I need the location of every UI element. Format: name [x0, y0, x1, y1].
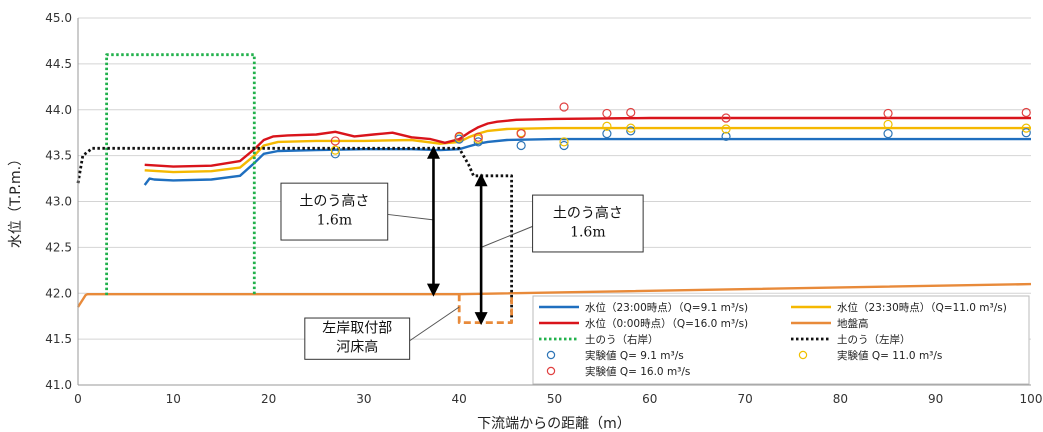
y-tick-label: 42.0 — [45, 286, 72, 300]
x-tick-label: 0 — [74, 392, 82, 406]
scatter-point-2 — [473, 132, 483, 142]
scatter-point-0 — [559, 140, 569, 151]
scatter-point-1 — [602, 121, 612, 131]
scatter-point-0 — [602, 129, 612, 139]
scatter-point-2 — [626, 107, 636, 118]
scatter-point-0 — [1021, 128, 1031, 138]
legend-label-2: 水位（0:00時点）（Q=16.0 m³/s) — [585, 317, 748, 330]
scatter-point-1 — [626, 123, 636, 133]
x-tick-label: 20 — [261, 392, 276, 406]
legend-box — [532, 295, 1030, 385]
annotation-text-0-0: 土のう高さ — [299, 193, 369, 210]
series-line-6 — [457, 294, 514, 325]
annotation-text-2-0: 左岸取付部 — [322, 321, 392, 337]
annotation-leader-2 — [409, 306, 460, 342]
scatter-point-1 — [1021, 123, 1031, 133]
scatter-point-2 — [602, 108, 612, 119]
y-tick-label: 41.0 — [45, 378, 72, 392]
scatter-point-2 — [1021, 107, 1031, 118]
y-tick-label: 45.0 — [45, 11, 72, 25]
scatter-layer — [330, 102, 1031, 159]
legend-label-0: 水位（23:00時点）（Q=9.1 m³/s) — [585, 301, 748, 314]
legend-swatch-8 — [546, 366, 556, 376]
scatter-point-0 — [883, 129, 893, 139]
series-line-4 — [105, 53, 256, 296]
y-tick-label: 44.0 — [45, 103, 72, 117]
annotation-text-2-1: 河床高 — [336, 339, 378, 356]
annotation-text-1-1: 1.6m — [570, 225, 606, 241]
legend-swatch-6 — [546, 350, 556, 360]
y-axis-title: 水位（T.P.m.） — [8, 152, 24, 248]
scatter-point-2 — [883, 108, 893, 119]
legend-label-1: 水位（23:30時点）（Q=11.0 m³/s) — [837, 301, 1007, 314]
scatter-point-2 — [330, 136, 340, 146]
x-tick-label: 50 — [547, 392, 562, 406]
series-line-2 — [144, 116, 1031, 168]
legend-label-4: 土のう（右岸） — [585, 333, 659, 346]
scatter-point-1 — [330, 145, 340, 155]
annotation-text-1-0: 土のう高さ — [553, 205, 623, 222]
scatter-point-2 — [454, 131, 464, 141]
scatter-point-2 — [559, 102, 569, 112]
series-layer — [76, 53, 1032, 325]
scatter-point-0 — [721, 131, 731, 141]
series-line-3 — [76, 282, 1032, 308]
scatter-point-1 — [883, 119, 893, 130]
x-tick-label: 30 — [356, 392, 371, 406]
scatter-point-1 — [721, 124, 731, 134]
annotation-box-0 — [280, 182, 389, 241]
legend-label-7: 実験値 Q= 11.0 m³/s — [837, 349, 942, 362]
series-line-5 — [76, 146, 514, 321]
scatter-point-0 — [330, 149, 340, 159]
legend-label-6: 実験値 Q= 9.1 m³/s — [585, 349, 684, 362]
x-tick-label: 70 — [737, 392, 752, 406]
x-tick-label: 60 — [642, 392, 657, 406]
x-tick-label: 90 — [928, 392, 943, 406]
y-tick-label: 42.5 — [45, 240, 72, 254]
series-line-0 — [143, 137, 1031, 186]
annotation-box-2 — [304, 317, 411, 360]
legend-label-3: 地盤高 — [837, 317, 869, 330]
annotation-leader-1 — [480, 225, 533, 248]
x-tick-label: 40 — [452, 392, 467, 406]
scatter-point-0 — [626, 126, 636, 136]
legend-label-8: 実験値 Q= 16.0 m³/s — [585, 365, 690, 378]
scatter-point-0 — [473, 137, 483, 147]
legend-label-5: 土のう（左岸） — [837, 333, 911, 346]
y-tick-label: 43.0 — [45, 195, 72, 209]
x-axis-title: 下流端からの距離（m） — [477, 415, 631, 432]
x-tick-label: 80 — [833, 392, 848, 406]
annotation-box-1 — [532, 194, 644, 253]
scatter-point-0 — [516, 140, 526, 151]
annotation-leader-0 — [387, 213, 434, 221]
scatter-point-2 — [516, 129, 526, 139]
y-tick-label: 41.5 — [45, 332, 72, 346]
scatter-point-1 — [559, 137, 569, 147]
scatter-point-2 — [721, 113, 731, 123]
annotation-text-0-1: 1.6m — [317, 213, 353, 229]
y-tick-label: 43.5 — [45, 149, 72, 163]
y-tick-label: 44.5 — [45, 57, 72, 71]
legend-layer: 水位（23:00時点）（Q=9.1 m³/s) 水位（23:30時点）（Q=11.… — [532, 295, 1030, 385]
x-tick-label: 10 — [166, 392, 181, 406]
x-tick-label: 100 — [1020, 392, 1043, 406]
legend-swatch-7 — [798, 350, 808, 360]
axis-layer: 41.0 41.5 42.0 42.5 43.0 43.5 44.0 44.5 45.0 0 10 2… — [45, 11, 1042, 406]
